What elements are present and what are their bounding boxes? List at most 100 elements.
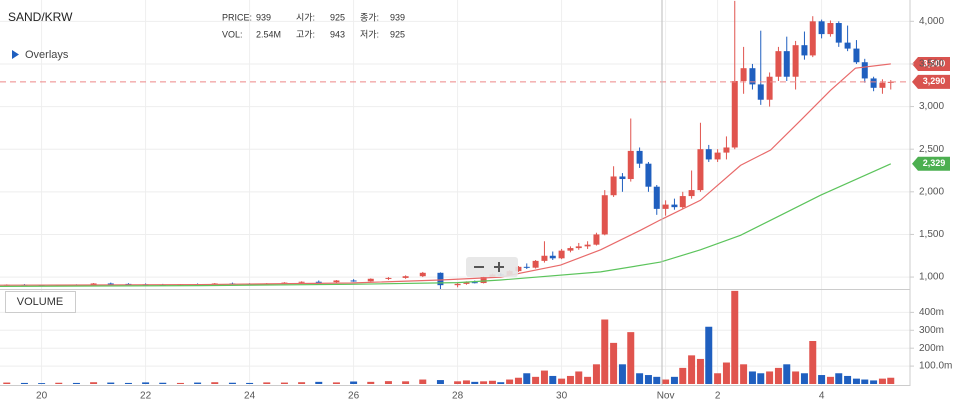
overlays-button[interactable]: Overlays bbox=[25, 49, 69, 61]
candle-body bbox=[714, 152, 721, 160]
candle-body bbox=[645, 163, 652, 187]
volume-tick-label: 200m bbox=[919, 343, 944, 354]
price-tag-label: 2,329 bbox=[923, 158, 946, 168]
candle-body bbox=[740, 68, 747, 81]
candle-body bbox=[480, 277, 487, 284]
candle-body bbox=[558, 250, 565, 259]
candle-body bbox=[601, 195, 608, 235]
y-tick-label: 2,000 bbox=[919, 186, 944, 197]
candle-body bbox=[844, 42, 851, 49]
x-tick-label: 24 bbox=[244, 391, 256, 402]
candle-body bbox=[333, 280, 340, 283]
volume-tick-label: 300m bbox=[919, 325, 944, 336]
x-tick-label: 30 bbox=[556, 391, 568, 402]
candle-body bbox=[575, 246, 582, 249]
zoom-controls bbox=[466, 257, 518, 277]
y-tick-label: 3,500 bbox=[919, 59, 944, 70]
price-tag bbox=[912, 74, 950, 89]
overlay-toggle-icon[interactable] bbox=[12, 50, 19, 59]
price-tag bbox=[912, 56, 950, 71]
candle-body bbox=[679, 196, 686, 208]
candle-body bbox=[757, 84, 764, 100]
candle-body bbox=[567, 248, 574, 251]
candle-body bbox=[879, 82, 886, 88]
price-tags: 3,500 3,290 2,329 bbox=[912, 56, 950, 171]
y-tick-label: 2,500 bbox=[919, 144, 944, 155]
x-tick-label: 2 bbox=[715, 391, 721, 402]
candle-body bbox=[809, 21, 816, 56]
info-value: 925 bbox=[330, 12, 345, 22]
chart-title: SAND/KRW bbox=[8, 10, 73, 24]
candle-body bbox=[471, 282, 478, 284]
moving-average-line bbox=[0, 63, 891, 286]
info-label: 고가: bbox=[296, 29, 315, 39]
info-label: PRICE: bbox=[222, 12, 252, 22]
price-tag-label: 3,290 bbox=[923, 76, 946, 86]
x-tick-label: 28 bbox=[452, 391, 464, 402]
candle-body bbox=[593, 234, 600, 245]
candle-body bbox=[861, 62, 868, 79]
candle-body bbox=[549, 255, 556, 259]
candle-body bbox=[315, 281, 322, 283]
candle-body bbox=[298, 281, 305, 283]
candle-body bbox=[463, 282, 470, 284]
info-label: 저가: bbox=[360, 29, 379, 39]
price-tag bbox=[912, 156, 950, 171]
info-label: VOL: bbox=[222, 29, 243, 39]
y-tick-label: 4,000 bbox=[919, 16, 944, 27]
x-tick-label: Nov bbox=[657, 391, 675, 402]
x-tick-label: 22 bbox=[140, 391, 152, 402]
candle-body bbox=[454, 283, 461, 286]
x-tick-label: 26 bbox=[348, 391, 360, 402]
info-value: 939 bbox=[390, 12, 405, 22]
candle-body bbox=[515, 266, 522, 272]
candle-body bbox=[697, 149, 704, 191]
candle-body bbox=[783, 51, 790, 77]
candle-body bbox=[731, 80, 738, 148]
volume-tick-label: 400m bbox=[919, 307, 944, 318]
info-panel: PRICE: 939 시가: 925 종가: 939 VOL: 2.54M 고가: 943 저가: 9… bbox=[222, 12, 405, 39]
candle-body bbox=[402, 276, 409, 278]
info-value: 939 bbox=[256, 12, 271, 22]
x-tick-label: 4 bbox=[819, 391, 825, 402]
candle-body bbox=[766, 76, 773, 100]
candle-body bbox=[662, 204, 669, 209]
y-tick-label: 1,500 bbox=[919, 229, 944, 240]
candle-body bbox=[835, 23, 842, 43]
candle-body bbox=[437, 272, 444, 286]
x-tick-label: 20 bbox=[36, 391, 48, 402]
candle-body bbox=[367, 278, 374, 282]
candle-body bbox=[107, 283, 114, 285]
grid bbox=[0, 0, 910, 386]
candle-body bbox=[636, 150, 643, 164]
candle-body bbox=[775, 51, 782, 77]
marks bbox=[0, 0, 910, 384]
candle-body bbox=[792, 45, 799, 77]
info-value: 943 bbox=[330, 29, 345, 39]
candle-body bbox=[671, 204, 678, 208]
zoom-bar bbox=[466, 257, 518, 277]
volume-label: VOLUME bbox=[17, 296, 63, 308]
y-tick-label: 3,000 bbox=[919, 101, 944, 112]
candle-body bbox=[827, 23, 834, 35]
candle-body bbox=[818, 21, 825, 35]
info-label: 종가: bbox=[360, 12, 379, 22]
candle-body bbox=[801, 45, 808, 56]
candle-body bbox=[523, 266, 530, 268]
candle-body bbox=[541, 255, 548, 261]
price-tag-label: 3,500 bbox=[923, 58, 946, 68]
candle-body bbox=[619, 176, 626, 180]
candle-body bbox=[853, 48, 860, 63]
candle-body bbox=[705, 149, 712, 160]
moving-average-line bbox=[0, 163, 892, 287]
y-tick-label: 1,000 bbox=[919, 272, 944, 283]
candle-body bbox=[870, 78, 877, 88]
info-label: 시가: bbox=[296, 12, 315, 22]
candle-body bbox=[419, 272, 426, 277]
volume-tick-label: 100.0m bbox=[919, 361, 952, 372]
candle-body bbox=[723, 147, 730, 153]
candle-body bbox=[610, 176, 617, 196]
candle-body bbox=[749, 68, 756, 85]
candle-body bbox=[350, 280, 357, 282]
